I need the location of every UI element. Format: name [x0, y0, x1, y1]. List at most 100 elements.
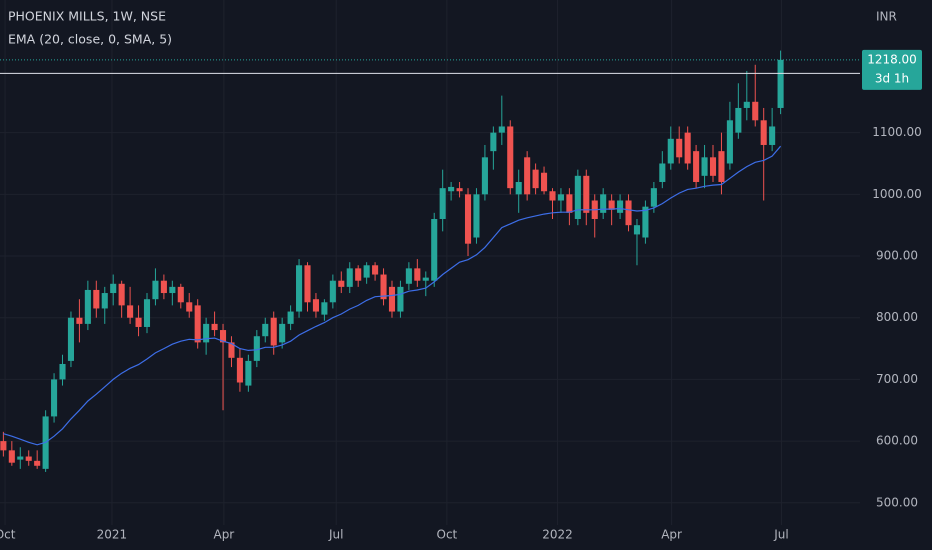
x-tick-label: Jul	[773, 528, 788, 542]
candle-body	[684, 132, 691, 164]
candle-body	[270, 317, 277, 346]
candle-body	[177, 286, 184, 303]
indicator-label: EMA (20, close, 0, SMA, 5)	[8, 32, 172, 47]
candle-body	[67, 317, 75, 361]
y-tick-label: 1000.00	[872, 187, 922, 201]
candle-body	[296, 265, 303, 312]
x-tick-label: Jul	[328, 528, 343, 542]
y-tick-label: 900.00	[876, 249, 918, 263]
candle-body	[321, 302, 328, 315]
candle-body	[262, 323, 269, 337]
candle-body	[346, 268, 353, 287]
candle-body	[76, 317, 83, 324]
candle-body	[524, 157, 531, 195]
candle-body	[549, 191, 556, 201]
y-tick-label: 600.00	[876, 434, 918, 448]
candle-body	[17, 456, 24, 460]
chart-title: PHOENIX MILLS, 1W, NSE	[8, 9, 166, 24]
y-tick-label: 700.00	[876, 372, 918, 386]
candle-body	[633, 225, 641, 235]
candle-body	[245, 360, 252, 386]
candle-body	[397, 286, 404, 312]
candle-body	[405, 268, 412, 284]
candle-body	[101, 293, 108, 309]
candle-body	[169, 286, 176, 294]
candle-body	[372, 265, 379, 275]
candle-body	[676, 138, 683, 158]
candle-body	[0, 441, 7, 451]
candle-body	[718, 151, 725, 182]
candle-body	[135, 317, 142, 327]
candle-body	[566, 194, 573, 213]
candle-body	[25, 456, 32, 461]
candle-body	[51, 379, 58, 417]
candle-body	[667, 138, 674, 164]
candle-body	[726, 120, 733, 164]
candle-body	[219, 330, 227, 343]
candle-body	[583, 175, 590, 213]
candle-body	[439, 188, 446, 220]
candle-body	[752, 101, 759, 121]
x-tick-label: Apr	[661, 528, 682, 542]
candle-body	[388, 286, 396, 312]
candle-body	[203, 323, 210, 343]
candle-body	[329, 280, 336, 303]
candle-body	[735, 107, 742, 133]
candle-body	[312, 299, 319, 312]
candle-body	[380, 274, 387, 300]
candle-body	[152, 280, 159, 300]
candle-body	[608, 200, 615, 210]
y-tick-label: 1100.00	[872, 125, 922, 139]
x-tick-label: Oct	[0, 528, 16, 542]
candle-body	[211, 323, 218, 331]
y-tick-label: 800.00	[876, 310, 918, 324]
candle-body	[760, 120, 767, 145]
candle-body	[84, 289, 91, 324]
candle-body	[253, 336, 260, 361]
candle-body	[650, 188, 657, 207]
candle-body	[431, 219, 438, 281]
price-badge	[862, 49, 922, 90]
x-tick-label: Apr	[213, 528, 234, 542]
candle-body	[338, 280, 345, 287]
candle-body	[693, 151, 700, 182]
candle-body	[709, 157, 717, 176]
candle-body	[456, 188, 463, 192]
candle-body	[574, 175, 581, 220]
candle-body	[541, 172, 548, 192]
candle-body	[659, 163, 666, 182]
candle-body	[600, 194, 607, 213]
candle-body	[490, 132, 497, 152]
candle-body	[414, 268, 421, 281]
ema-line	[3, 145, 782, 446]
price-label: 1218.00	[867, 52, 917, 66]
candle-body	[93, 289, 100, 309]
candle-body	[642, 206, 649, 238]
candle-body	[110, 283, 117, 294]
candle-body	[160, 280, 167, 294]
candle-body	[743, 101, 750, 108]
candle-body	[287, 311, 294, 324]
candle-body	[355, 268, 362, 281]
candle-body	[304, 265, 311, 303]
candle-body	[8, 450, 15, 463]
candle-body	[473, 194, 480, 238]
candle-body	[279, 323, 286, 343]
candle-body	[498, 126, 505, 133]
candle-body	[507, 126, 514, 189]
candle-body	[532, 169, 539, 189]
candle-body	[186, 302, 193, 312]
candle-body	[363, 265, 370, 278]
candle-body	[701, 157, 708, 176]
candle-body	[448, 186, 455, 192]
candle-body	[481, 157, 488, 195]
x-tick-label: 2022	[542, 528, 573, 542]
candle-body	[194, 305, 201, 343]
candle-body	[228, 342, 235, 358]
candle-body	[769, 126, 776, 145]
candle-body	[127, 305, 134, 318]
x-tick-label: Oct	[437, 528, 458, 542]
y-tick-label: 500.00	[876, 495, 918, 509]
